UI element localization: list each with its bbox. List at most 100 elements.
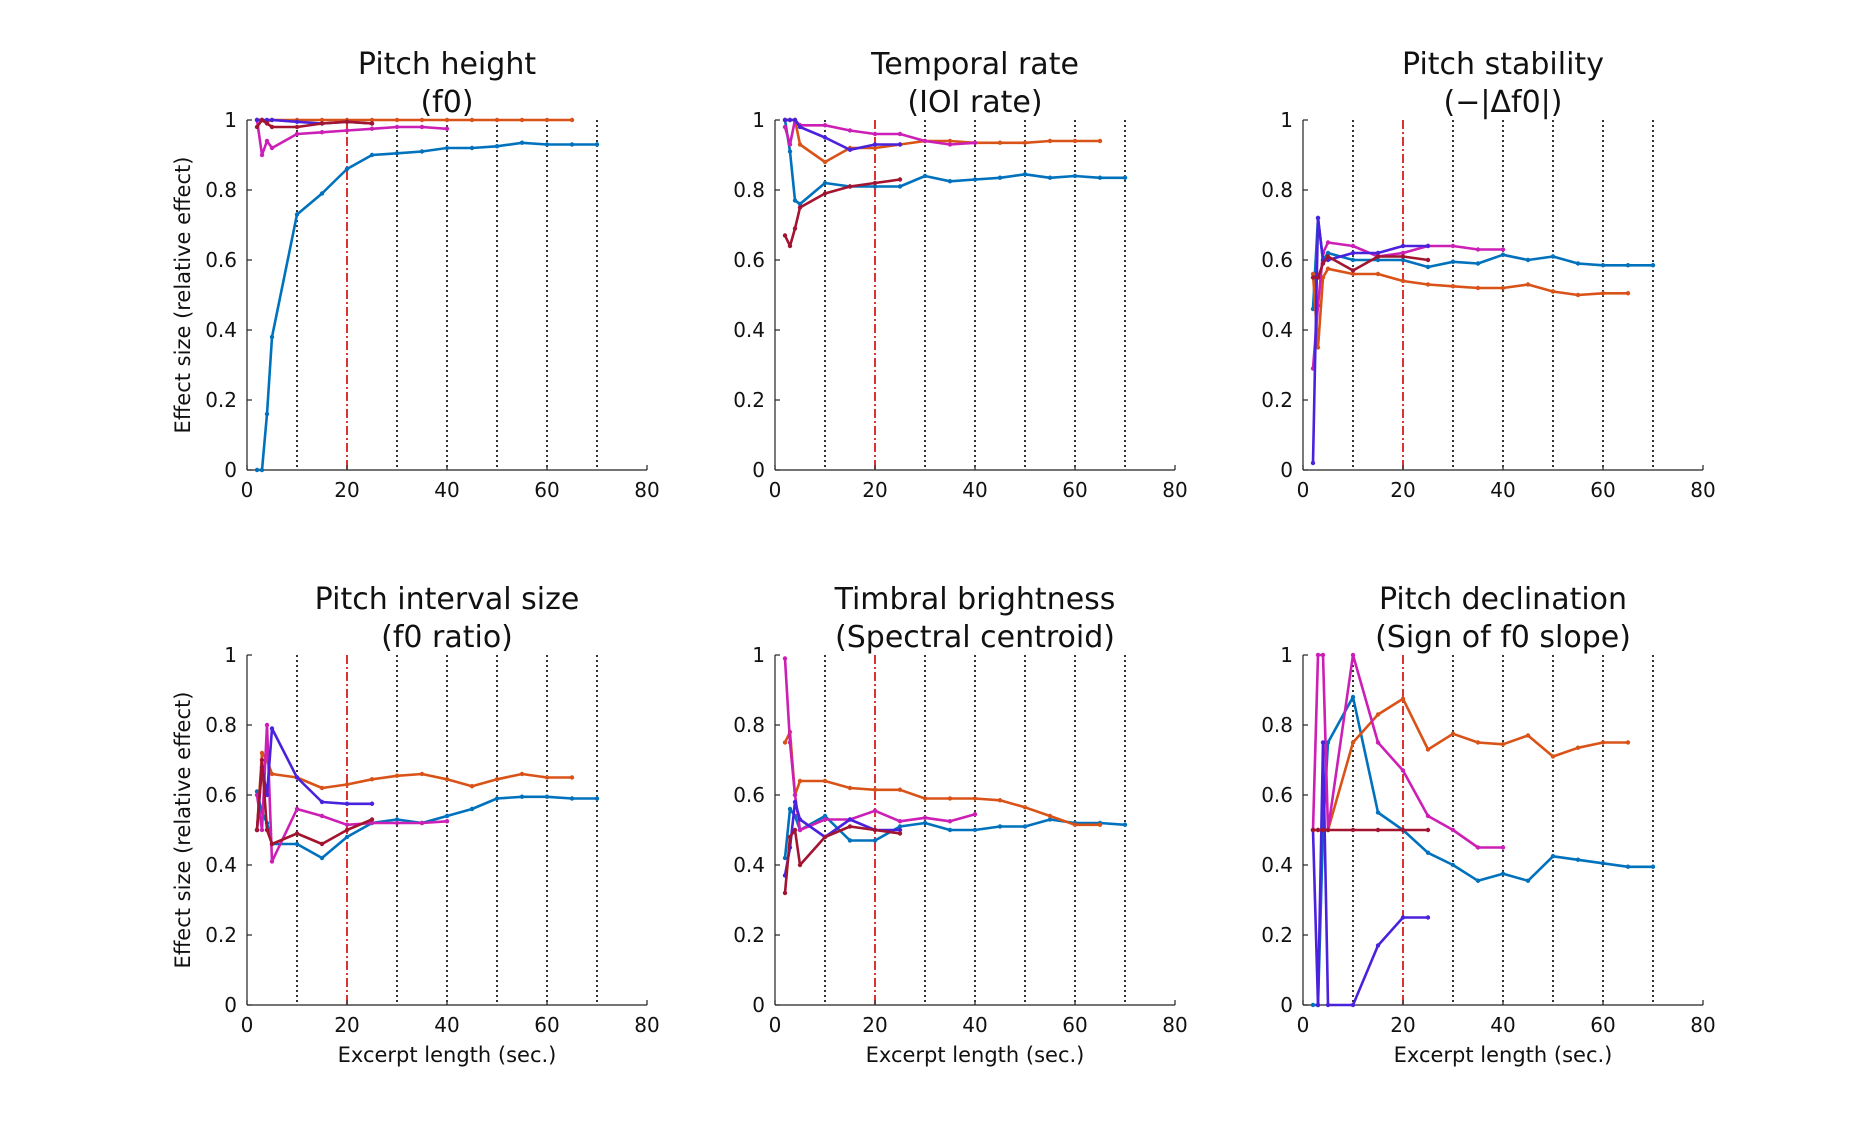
data-point	[1450, 862, 1456, 868]
y-tick-label: 0.6	[205, 248, 237, 272]
data-point	[469, 806, 475, 812]
data-point	[1375, 740, 1381, 745]
data-point	[1475, 261, 1481, 266]
data-point	[369, 817, 375, 822]
data-point	[1325, 740, 1331, 745]
data-point	[419, 149, 425, 154]
data-point	[872, 145, 878, 151]
series-line-blue	[255, 791, 597, 860]
data-point	[1022, 824, 1028, 829]
data-point	[269, 124, 275, 130]
data-point	[1310, 460, 1316, 466]
data-point	[494, 144, 500, 149]
data-point	[1047, 138, 1053, 144]
x-tick-label: 60	[534, 478, 559, 502]
x-tick-label: 0	[241, 478, 254, 502]
data-point	[997, 175, 1003, 180]
data-point	[822, 135, 828, 140]
data-point	[1022, 172, 1028, 177]
series-line-orange	[1311, 267, 1628, 349]
series-line-darkred	[1313, 255, 1429, 279]
data-point	[1310, 275, 1316, 280]
data-point	[1325, 240, 1331, 245]
data-point	[1047, 817, 1053, 822]
data-point	[1350, 250, 1356, 256]
chart-subtitle: (−|Δf0|)	[1444, 85, 1563, 120]
data-point	[782, 656, 788, 661]
y-tick-label: 0.6	[733, 248, 765, 272]
data-point	[922, 820, 928, 826]
data-point	[269, 334, 275, 340]
x-tick-label: 20	[1390, 1013, 1415, 1037]
chart-panel-3: 0 20 40 60 80 0 0.2 0.4 0.6 0.8 1 Pitch stability(−…	[1261, 47, 1716, 502]
data-point	[1500, 845, 1506, 850]
data-point	[1310, 1002, 1316, 1008]
data-point	[1425, 282, 1431, 287]
data-point	[519, 794, 525, 799]
series-line-magenta	[255, 119, 448, 157]
data-point	[264, 411, 270, 417]
data-point	[294, 806, 300, 812]
data-point	[787, 149, 793, 154]
data-point	[972, 177, 978, 182]
data-point	[1310, 271, 1316, 277]
x-tick-label: 80	[1690, 1013, 1715, 1037]
y-tick-label: 0.4	[733, 318, 765, 342]
data-point	[344, 782, 350, 787]
data-point	[787, 117, 793, 123]
data-point	[1550, 854, 1556, 859]
data-point	[922, 796, 928, 801]
y-tick-label: 0.4	[205, 853, 237, 877]
data-point	[519, 771, 525, 777]
series-line-magenta	[783, 658, 976, 832]
data-point	[847, 128, 853, 133]
y-tick-label: 0.2	[733, 923, 765, 947]
data-point	[822, 813, 828, 819]
data-point	[782, 117, 788, 123]
data-point	[1375, 827, 1381, 833]
chart-title: Temporal rate	[870, 47, 1079, 82]
data-point	[947, 796, 953, 801]
x-tick-label: 20	[1390, 478, 1415, 502]
data-point	[294, 124, 300, 130]
data-point	[264, 722, 270, 728]
data-point	[494, 117, 500, 123]
series-line-darkred	[255, 758, 373, 846]
data-point	[947, 142, 953, 147]
data-point	[369, 801, 375, 806]
x-tick-label: 20	[334, 1013, 359, 1037]
y-tick-label: 0.2	[1261, 923, 1293, 947]
data-point	[797, 201, 803, 207]
data-point	[1475, 247, 1481, 252]
x-tick-label: 0	[1297, 478, 1310, 502]
y-tick-label: 1	[224, 108, 237, 132]
chart-subtitle: (Sign of f0 slope)	[1375, 620, 1631, 655]
data-point	[797, 205, 803, 210]
data-point	[344, 119, 350, 124]
data-point	[872, 142, 878, 147]
data-point	[1500, 742, 1506, 747]
data-point	[1315, 652, 1321, 658]
data-point	[897, 184, 903, 189]
chart-title: Pitch declination	[1379, 582, 1627, 617]
data-point	[1097, 822, 1103, 827]
data-point	[782, 740, 788, 745]
data-point	[1310, 827, 1316, 833]
data-point	[797, 778, 803, 784]
y-tick-label: 1	[1280, 108, 1293, 132]
y-tick-label: 0	[1280, 993, 1293, 1017]
data-point	[344, 822, 350, 827]
x-tick-label: 80	[1162, 1013, 1187, 1037]
data-point	[1500, 871, 1506, 876]
data-point	[1047, 813, 1053, 819]
x-tick-label: 40	[434, 1013, 459, 1037]
data-point	[1325, 250, 1331, 256]
data-point	[1350, 1002, 1356, 1008]
data-point	[344, 834, 350, 840]
y-tick-label: 0.8	[205, 713, 237, 737]
data-point	[1072, 822, 1078, 827]
data-point	[792, 198, 798, 203]
y-tick-label: 0.8	[733, 178, 765, 202]
x-tick-label: 40	[962, 478, 987, 502]
data-point	[369, 117, 375, 123]
